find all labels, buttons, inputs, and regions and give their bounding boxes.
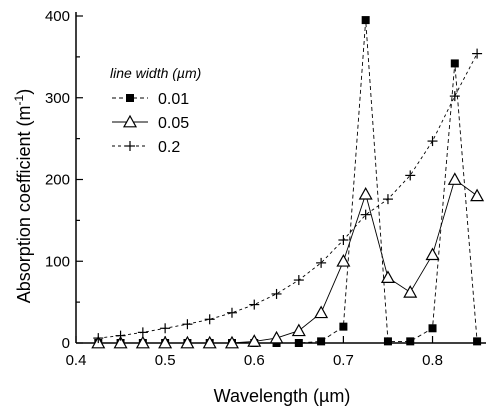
data-point <box>360 209 371 220</box>
y-tick-label: 0 <box>62 335 70 352</box>
data-point <box>291 323 306 337</box>
legend-label: 0.01 <box>158 91 189 108</box>
legend-marker <box>125 141 135 151</box>
data-point <box>202 335 217 349</box>
legend-item: 0.05 <box>112 114 189 132</box>
data-point <box>361 16 370 25</box>
data-point <box>472 48 483 59</box>
data-point <box>405 170 416 181</box>
legend-label: 0.2 <box>158 139 180 156</box>
data-point <box>473 337 482 346</box>
x-tick-label: 0.4 <box>66 352 87 369</box>
data-point <box>158 335 173 349</box>
legend-items: 0.01 0.05 0.2 <box>112 91 189 156</box>
x-tick-label: 0.5 <box>155 352 176 369</box>
data-point <box>447 172 462 185</box>
data-point <box>160 323 171 334</box>
data-point <box>380 270 395 283</box>
x-tick-label: 0.6 <box>244 352 265 369</box>
data-point <box>113 335 128 349</box>
data-point <box>316 257 327 268</box>
y-tick-label: 300 <box>45 90 70 107</box>
data-point <box>336 254 351 267</box>
data-point <box>314 305 329 319</box>
y-tick-label: 400 <box>45 8 70 25</box>
data-point <box>358 186 373 200</box>
data-point <box>271 288 282 299</box>
data-point <box>428 324 437 333</box>
data-point <box>224 335 239 349</box>
legend-label: 0.05 <box>158 115 189 132</box>
data-point <box>339 322 348 331</box>
y-axis-title-close: ) <box>14 89 34 95</box>
data-point <box>470 188 485 202</box>
y-tick-label: 200 <box>45 172 70 189</box>
series-0.2 <box>93 48 483 344</box>
y-axis-title: Absorption coefficient (m-1) <box>12 89 34 303</box>
data-point <box>450 59 459 68</box>
x-tick-label: 0.8 <box>422 352 443 369</box>
data-point <box>338 234 349 245</box>
y-axis-title-main: Absorption coefficient (m <box>14 105 34 303</box>
data-point <box>383 337 392 346</box>
y-tick-label: 100 <box>45 253 70 270</box>
data-point <box>204 314 215 325</box>
y-axis-title-superscript: -1 <box>12 94 26 105</box>
data-point <box>317 337 326 346</box>
data-point <box>226 307 237 318</box>
legend-item: 0.01 <box>112 91 189 108</box>
ticks: 0.4 0.5 0.6 0.7 0.8 0 100 200 300 400 <box>45 8 478 369</box>
x-tick-label: 0.7 <box>333 352 354 369</box>
data-point <box>403 285 418 298</box>
x-axis-title: Wavelength (µm) <box>214 386 351 406</box>
data-point <box>137 327 148 338</box>
legend: line width (µm) 0.01 0.05 0.2 <box>110 65 201 156</box>
data-point <box>293 275 304 286</box>
data-point <box>427 136 438 147</box>
data-point <box>382 194 393 205</box>
legend-marker <box>126 94 134 102</box>
data-point <box>294 339 303 347</box>
legend-title: line width (µm) <box>110 65 201 81</box>
series <box>91 16 485 349</box>
data-point <box>425 247 440 261</box>
data-point <box>406 337 415 346</box>
data-point <box>180 335 195 349</box>
data-point <box>249 299 260 310</box>
legend-item: 0.2 <box>112 139 180 156</box>
data-point <box>449 91 460 102</box>
data-point <box>247 334 262 347</box>
data-point <box>182 319 193 330</box>
data-point <box>93 333 104 344</box>
legend-marker <box>122 114 138 128</box>
series-0.05 <box>91 172 485 349</box>
data-point <box>269 330 284 344</box>
data-point <box>115 330 126 341</box>
series-line <box>98 53 478 339</box>
series-line <box>98 178 478 344</box>
data-point <box>135 335 150 349</box>
